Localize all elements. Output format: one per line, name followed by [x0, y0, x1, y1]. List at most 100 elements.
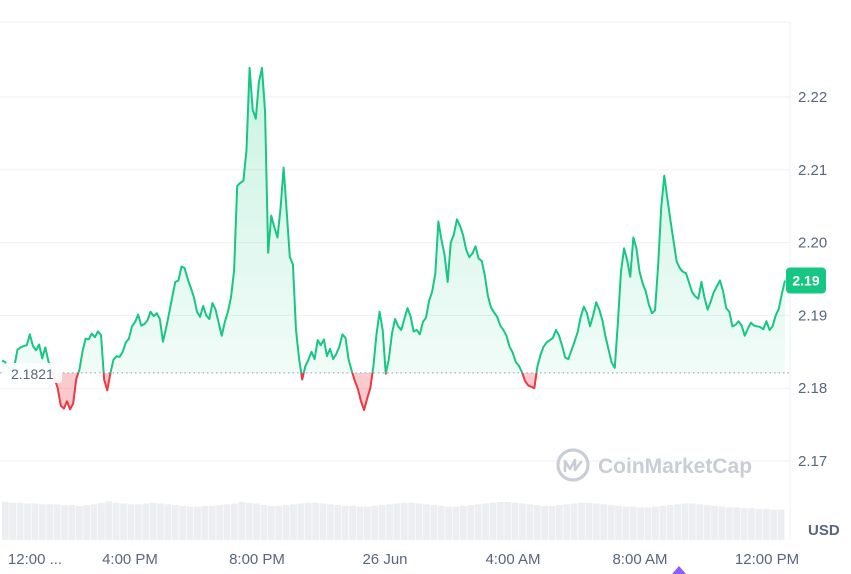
volume-bar	[105, 501, 113, 540]
volume-bar	[644, 507, 652, 540]
volume-bar	[223, 504, 231, 540]
volume-bar	[120, 503, 127, 540]
volume-bar	[275, 505, 283, 540]
volume-bar	[474, 504, 482, 540]
volume-bar	[297, 503, 305, 540]
volume-bar	[186, 506, 194, 540]
y-axis: 2.17 2.18 2.19 2.20 2.21 2.22	[798, 89, 827, 470]
volume-bar	[267, 505, 275, 540]
volume-bar	[31, 503, 39, 540]
volume-bar	[629, 506, 637, 540]
volume-bar	[489, 502, 497, 540]
x-tick-label: 8:00 AM	[612, 551, 667, 568]
volume-bar	[423, 504, 430, 540]
volume-bar	[208, 505, 216, 540]
volume-bar	[46, 504, 54, 540]
current-price-label: 2.19	[792, 273, 819, 289]
volume-bar	[615, 505, 622, 540]
volume-bar	[238, 501, 246, 540]
volume-bar	[127, 504, 135, 540]
scroll-indicator-icon	[672, 566, 686, 574]
x-tick-label: 26 Jun	[362, 551, 407, 568]
volume-bar	[526, 504, 534, 540]
volume-bar	[134, 504, 142, 540]
volume-bar	[61, 505, 68, 540]
price-line-up	[1, 66, 786, 373]
volume-bar	[733, 507, 741, 540]
x-tick-label: 12:00 PM	[735, 551, 799, 568]
y-tick-label: 2.19	[798, 307, 827, 324]
y-tick-label: 2.22	[798, 89, 827, 106]
volume-bar	[592, 503, 600, 540]
volume-bar	[371, 505, 379, 540]
volume-bar	[386, 504, 393, 540]
volume-bar	[637, 507, 645, 540]
volume-bar	[149, 502, 157, 540]
volume-bar	[157, 503, 164, 540]
volume-bar	[53, 504, 61, 540]
volume-bar	[90, 504, 98, 540]
volume-bar	[408, 502, 416, 540]
volume-bar	[688, 503, 696, 540]
currency-unit-label: USD	[808, 522, 840, 539]
volume-bar	[38, 504, 46, 540]
reference-price-tag: 2.1821	[4, 363, 62, 383]
volume-bar	[607, 505, 615, 540]
volume-bar	[216, 505, 224, 540]
volume-bar	[725, 507, 733, 540]
x-tick-label: 8:00 PM	[229, 551, 285, 568]
volume-bar	[253, 503, 260, 540]
volume-bar	[452, 506, 460, 540]
volume-bar	[459, 505, 467, 540]
watermark-text: CoinMarketCap	[598, 455, 752, 478]
volume-bar	[98, 502, 105, 540]
volume-bar	[762, 508, 770, 540]
volume-bar	[171, 505, 179, 540]
volume-bar	[260, 505, 268, 540]
volume-bar	[541, 505, 549, 540]
volume-bar	[319, 503, 327, 540]
volume-bar	[68, 505, 76, 540]
y-tick-label: 2.17	[798, 453, 827, 470]
volume-bar	[312, 502, 320, 540]
price-line	[1, 66, 786, 412]
volume-bar	[164, 504, 172, 540]
grid	[0, 21, 791, 540]
volume-bar	[563, 504, 571, 540]
volume-bar	[696, 504, 704, 540]
volume-bar	[622, 506, 630, 540]
volume-bar	[570, 503, 578, 540]
volume-bar	[112, 502, 120, 540]
y-tick-label: 2.20	[798, 235, 827, 252]
y-tick-label: 2.21	[798, 162, 827, 179]
volume-bar	[282, 505, 290, 540]
volume-bar	[415, 503, 423, 540]
volume-bar	[304, 502, 312, 540]
volume-bar	[777, 509, 785, 540]
y-tick-label: 2.18	[798, 380, 827, 397]
watermark: CoinMarketCap	[556, 448, 752, 482]
volume-bar	[142, 503, 150, 540]
volume-bar	[519, 503, 526, 540]
volume-bar	[504, 501, 512, 540]
volume-bar	[548, 505, 556, 540]
current-price-badge: 2.19	[786, 267, 826, 294]
x-tick-label: 12:00 ...	[8, 551, 62, 568]
volume-bar	[718, 506, 726, 540]
volume-bar	[755, 508, 763, 540]
volume-bar	[556, 505, 563, 540]
volume-bar	[711, 505, 718, 540]
volume-bar	[363, 506, 371, 540]
volume-bar	[327, 504, 334, 540]
volume-bar	[349, 505, 356, 540]
volume-bar	[445, 506, 452, 540]
volume-bar	[600, 504, 608, 540]
volume-bar	[341, 505, 349, 540]
volume-bar	[770, 509, 778, 540]
volume-bar	[334, 505, 342, 540]
volume-bar	[378, 505, 386, 540]
volume-bar	[659, 505, 667, 540]
volume-bar	[356, 506, 364, 540]
volume-bar	[290, 504, 297, 540]
